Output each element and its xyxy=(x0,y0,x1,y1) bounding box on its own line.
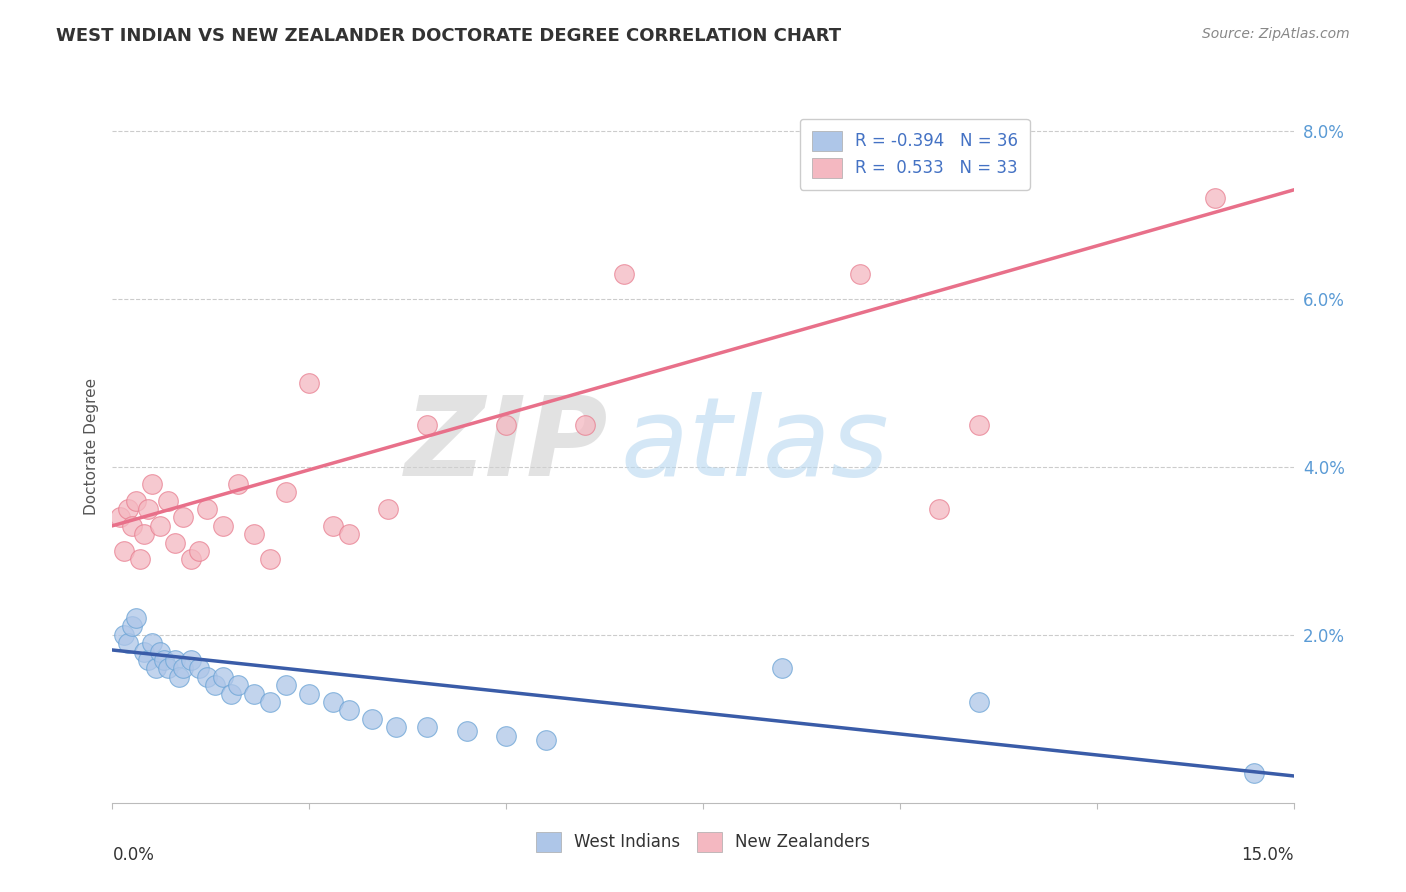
Point xyxy=(156,661,179,675)
Point xyxy=(121,518,143,533)
Point xyxy=(574,417,596,432)
Point xyxy=(534,732,557,747)
Point xyxy=(613,267,636,281)
Point xyxy=(274,485,297,500)
Point xyxy=(165,535,187,549)
Point xyxy=(136,502,159,516)
Point xyxy=(495,729,517,743)
Point xyxy=(195,502,218,516)
Point xyxy=(337,527,360,541)
Point xyxy=(132,645,155,659)
Point xyxy=(337,703,360,717)
Point xyxy=(169,670,191,684)
Text: 0.0%: 0.0% xyxy=(112,846,155,863)
Point xyxy=(117,502,139,516)
Point xyxy=(361,712,384,726)
Text: atlas: atlas xyxy=(620,392,889,500)
Point xyxy=(416,417,439,432)
Point xyxy=(117,636,139,650)
Point xyxy=(495,417,517,432)
Point xyxy=(770,661,793,675)
Point xyxy=(219,687,242,701)
Point xyxy=(188,661,211,675)
Text: ZIP: ZIP xyxy=(405,392,609,500)
Point xyxy=(243,687,266,701)
Point xyxy=(172,661,194,675)
Text: Source: ZipAtlas.com: Source: ZipAtlas.com xyxy=(1202,27,1350,41)
Point xyxy=(1204,191,1226,205)
Point xyxy=(259,552,281,566)
Point xyxy=(152,653,174,667)
Point xyxy=(149,518,172,533)
Point xyxy=(156,493,179,508)
Point xyxy=(228,476,250,491)
Text: WEST INDIAN VS NEW ZEALANDER DOCTORATE DEGREE CORRELATION CHART: WEST INDIAN VS NEW ZEALANDER DOCTORATE D… xyxy=(56,27,841,45)
Point xyxy=(180,552,202,566)
Point xyxy=(456,724,478,739)
Point xyxy=(298,687,321,701)
Point xyxy=(259,695,281,709)
Text: 15.0%: 15.0% xyxy=(1241,846,1294,863)
Point xyxy=(377,502,399,516)
Point xyxy=(849,267,872,281)
Point xyxy=(1243,766,1265,780)
Point xyxy=(416,720,439,734)
Point xyxy=(385,720,408,734)
Point xyxy=(274,678,297,692)
Point xyxy=(172,510,194,524)
Point xyxy=(967,695,990,709)
Point xyxy=(125,611,148,625)
Point xyxy=(228,678,250,692)
Point xyxy=(145,661,167,675)
Point xyxy=(129,552,152,566)
Point xyxy=(967,417,990,432)
Point xyxy=(132,527,155,541)
Point xyxy=(125,493,148,508)
Point xyxy=(928,502,950,516)
Point xyxy=(243,527,266,541)
Point xyxy=(112,628,135,642)
Point xyxy=(112,544,135,558)
Point xyxy=(195,670,218,684)
Point xyxy=(121,619,143,633)
Point xyxy=(110,510,132,524)
Point xyxy=(211,518,233,533)
Point xyxy=(204,678,226,692)
Point xyxy=(188,544,211,558)
Point xyxy=(322,695,344,709)
Point xyxy=(165,653,187,667)
Point xyxy=(141,476,163,491)
Legend: West Indians, New Zealanders: West Indians, New Zealanders xyxy=(529,825,877,859)
Point xyxy=(136,653,159,667)
Point xyxy=(211,670,233,684)
Point xyxy=(180,653,202,667)
Point xyxy=(141,636,163,650)
Point xyxy=(149,645,172,659)
Y-axis label: Doctorate Degree: Doctorate Degree xyxy=(83,377,98,515)
Point xyxy=(298,376,321,390)
Point xyxy=(322,518,344,533)
